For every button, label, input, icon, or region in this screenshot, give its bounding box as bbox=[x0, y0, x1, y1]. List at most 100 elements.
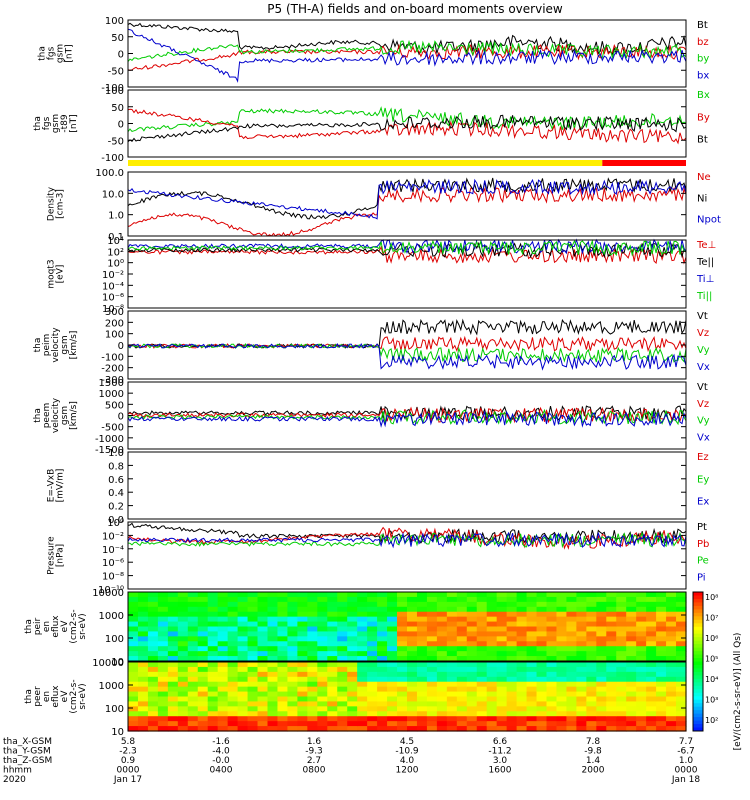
spectrogram-cell bbox=[466, 636, 478, 642]
spectrogram-cell bbox=[496, 671, 508, 678]
spectrogram-cell bbox=[446, 636, 458, 642]
spectrogram-cell bbox=[646, 716, 657, 722]
spectrogram-cell bbox=[137, 616, 149, 623]
spectrogram-cell bbox=[636, 601, 647, 608]
spectrogram-cell bbox=[546, 701, 558, 707]
spectrogram-cell bbox=[387, 696, 398, 703]
panel-peir: 10000100010010thapeirenefluxeV(cm2-s-sr-… bbox=[24, 588, 687, 668]
spectrogram-cell bbox=[636, 681, 647, 688]
colorbar-tick-label: 10² bbox=[705, 716, 718, 725]
y-tick-label: 10⁻⁴ bbox=[102, 545, 124, 556]
spectrogram-cell bbox=[476, 676, 488, 683]
spectrogram-cell bbox=[137, 716, 149, 722]
spectrogram-cell bbox=[337, 686, 348, 693]
spectrogram-cell bbox=[327, 596, 338, 603]
spectrogram-cell bbox=[516, 646, 528, 652]
spectrogram-cell bbox=[476, 726, 488, 732]
spectrogram-cell bbox=[486, 726, 498, 732]
spectrogram-cell bbox=[128, 646, 139, 652]
colorbar-swatch bbox=[693, 678, 703, 683]
spectrogram-cell bbox=[387, 662, 398, 668]
spectrogram-cell bbox=[147, 671, 159, 678]
legend-ti||: Ti|| bbox=[696, 291, 712, 302]
spectrogram-cell bbox=[636, 636, 647, 642]
spectrogram-cell bbox=[506, 701, 518, 707]
spectrogram-cell bbox=[436, 711, 448, 717]
y-tick-label: -100 bbox=[101, 83, 124, 94]
spectrogram-cell bbox=[147, 596, 159, 603]
spectrogram-cell bbox=[676, 716, 687, 722]
spectrogram-cell bbox=[666, 662, 677, 668]
spectrogram-cell bbox=[157, 706, 169, 712]
spectrogram-cell bbox=[307, 701, 318, 707]
spectrogram-cell bbox=[416, 676, 428, 683]
spectrogram-cell bbox=[377, 651, 388, 657]
spectrogram-cell bbox=[486, 716, 498, 722]
spectrogram-cell bbox=[576, 691, 587, 698]
y-tick-label: 10⁻⁸ bbox=[102, 304, 124, 315]
spectrogram-cell bbox=[207, 626, 219, 633]
spectrogram-cell bbox=[257, 596, 269, 603]
panel-frame bbox=[127, 381, 687, 450]
spectrogram-cell bbox=[436, 726, 448, 732]
spectrogram-cell bbox=[546, 686, 558, 693]
colorbar-swatch bbox=[693, 724, 703, 729]
spectrogram-cell bbox=[317, 696, 328, 703]
spectrogram-cell bbox=[416, 711, 428, 717]
spectrogram-cell bbox=[496, 621, 508, 628]
x-tick-label: 6.6 bbox=[493, 737, 508, 747]
spectrogram-cell bbox=[237, 696, 249, 703]
x-tick-label: 7.8 bbox=[586, 737, 601, 747]
spectrogram-cell bbox=[546, 696, 558, 703]
spectrogram-cell bbox=[128, 621, 139, 628]
spectrogram-cell bbox=[526, 606, 538, 613]
spectrogram-cell bbox=[646, 721, 657, 727]
spectrogram-cell bbox=[606, 656, 617, 662]
spectrogram-cell bbox=[626, 696, 637, 703]
spectrogram-cell bbox=[227, 636, 239, 642]
spectrogram-cell bbox=[267, 681, 279, 688]
spectrogram-cell bbox=[157, 681, 169, 688]
spectrogram-cell bbox=[576, 631, 587, 637]
spectrogram-cell bbox=[307, 631, 318, 637]
spectrogram-cell bbox=[407, 656, 418, 662]
spectrogram-cell bbox=[436, 606, 448, 613]
spectrogram-cell bbox=[606, 701, 617, 707]
spectrogram-cell bbox=[277, 601, 289, 608]
spectrogram-cell bbox=[656, 716, 667, 722]
spectrogram-cell bbox=[446, 726, 458, 732]
spectrogram-cell bbox=[626, 706, 637, 712]
spectrogram-cell bbox=[506, 592, 518, 598]
series-te⊥ bbox=[127, 245, 687, 265]
spectrogram-cell bbox=[287, 726, 298, 732]
spectrogram-cell bbox=[377, 676, 388, 683]
spectrogram-cell bbox=[247, 691, 259, 698]
spectrogram-cell bbox=[516, 631, 528, 637]
spectrogram-cell bbox=[446, 662, 458, 668]
spectrogram-cell bbox=[217, 641, 229, 647]
series-by bbox=[127, 108, 687, 145]
spectrogram-cell bbox=[526, 651, 538, 657]
y-axis-label: thapeimvelocitygsm[km/s] bbox=[33, 327, 79, 363]
spectrogram-cell bbox=[257, 706, 269, 712]
y-tick-label: 300 bbox=[105, 307, 124, 318]
spectrogram-cell bbox=[486, 641, 498, 647]
spectrogram-cell bbox=[237, 671, 249, 678]
spectrogram-cell bbox=[327, 626, 338, 633]
spectrogram-cell bbox=[397, 631, 408, 637]
spectrogram-cell bbox=[586, 701, 597, 707]
spectrogram-cell bbox=[456, 636, 468, 642]
spectrogram-cell bbox=[456, 596, 468, 603]
spectrogram-cell bbox=[416, 701, 428, 707]
spectrogram-cell bbox=[337, 696, 348, 703]
spectrogram-cell bbox=[197, 636, 209, 642]
spectrogram-cell bbox=[128, 686, 139, 693]
spectrogram-cell bbox=[526, 721, 538, 727]
spectrogram-cell bbox=[516, 616, 528, 623]
spectrogram-cell bbox=[277, 671, 289, 678]
spectrogram-cell bbox=[137, 726, 149, 732]
spectrogram-cell bbox=[287, 681, 298, 688]
spectrogram-cell bbox=[387, 641, 398, 647]
spectrogram-cell bbox=[137, 701, 149, 707]
spectrogram-cell bbox=[137, 671, 149, 678]
